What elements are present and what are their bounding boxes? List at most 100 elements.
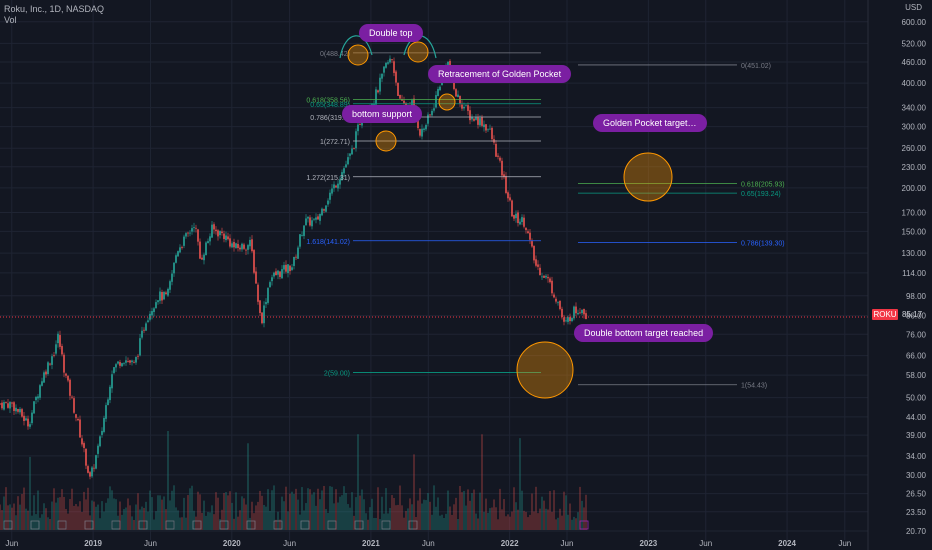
candle-body <box>533 245 535 261</box>
volume-bar <box>223 492 225 530</box>
volume-bar <box>345 492 347 530</box>
candle-body <box>483 124 485 128</box>
symbol-title[interactable]: Roku, Inc., 1D, NASDAQ <box>4 4 105 14</box>
volume-bar <box>577 512 579 530</box>
candle-body <box>121 363 123 367</box>
candle-body <box>5 402 7 404</box>
candle-body <box>377 90 379 93</box>
annotation-bottom-support[interactable]: bottom support <box>342 105 423 123</box>
volume-bar <box>285 486 287 530</box>
candle-body <box>215 229 217 232</box>
volume-bar <box>415 517 417 530</box>
volume-bar <box>441 514 443 530</box>
volume-bar <box>505 516 507 530</box>
volume-bar <box>421 503 423 530</box>
candle-body <box>523 217 525 227</box>
candle-body <box>399 94 401 99</box>
y-tick-label: 34.00 <box>906 452 927 461</box>
volume-bar <box>211 505 213 530</box>
candle-body <box>59 335 61 347</box>
candle-body <box>425 125 427 130</box>
candle-body <box>461 104 463 109</box>
volume-bar <box>227 495 229 530</box>
volume-bar <box>379 519 381 530</box>
volume-bar <box>305 503 307 530</box>
volume-bar <box>239 510 241 530</box>
candle-body <box>421 128 423 137</box>
candle-body <box>419 129 421 136</box>
volume-bar <box>585 494 587 530</box>
last-price-label: 85.17 <box>902 310 923 319</box>
volume-bar <box>473 489 475 530</box>
candle-body <box>107 399 109 406</box>
candle-body <box>423 128 425 130</box>
candle-body <box>89 472 91 477</box>
annotation-golden-pocket-retracement[interactable]: Retracement of Golden Pocket <box>428 65 572 83</box>
candle-body <box>271 277 273 282</box>
annotation-golden-pocket-target[interactable]: Golden Pocket target… <box>593 114 707 132</box>
volume-bar <box>555 519 557 530</box>
volume-bar <box>479 492 481 530</box>
earnings-marker <box>327 520 337 530</box>
volume-bar <box>289 493 291 530</box>
x-axis[interactable]: Jun 2019 Jun 2020 Jun 2021 Jun 2022 Jun 2023 Jun 20… <box>5 539 851 548</box>
candle-body <box>325 205 327 212</box>
fib-label-left: 1.618(141.02) <box>306 239 350 246</box>
x-tick-label: Jun <box>5 539 18 548</box>
volume-bar <box>143 507 145 530</box>
candle-body <box>273 272 275 277</box>
volume-bar <box>563 491 565 530</box>
candle-body <box>391 59 393 61</box>
volume-bar <box>107 498 109 530</box>
volume-bar <box>47 517 49 530</box>
volume-bar <box>259 490 261 530</box>
volume-bar <box>335 489 337 530</box>
candle-body <box>269 282 271 288</box>
candle-body <box>315 217 317 220</box>
annotation-double-top[interactable]: Double top <box>359 24 423 42</box>
y-tick-label: 39.00 <box>906 431 927 440</box>
volume-bar <box>453 504 455 530</box>
volume-bar <box>31 515 33 530</box>
candle-body <box>123 362 125 364</box>
volume-bar <box>521 490 523 530</box>
candle-body <box>307 216 309 219</box>
candle-body <box>395 71 397 83</box>
candle-body <box>159 291 161 301</box>
candle-body <box>1 402 3 409</box>
earnings-marker <box>57 520 67 530</box>
x-tick-label: 2023 <box>639 539 657 548</box>
candle-body <box>427 114 429 124</box>
candle-body <box>265 302 267 305</box>
candle-body <box>17 409 19 412</box>
annotation-double-bottom-target[interactable]: Double bottom target reached <box>574 324 714 342</box>
fib-levels: 0(488.42) 0.618(358.56)0.65(348.89) 0.786(… <box>306 35 785 390</box>
y-tick-label: 340.00 <box>902 104 927 113</box>
y-axis[interactable]: 20.70 23.50 26.50 30.00 34.00 39.00 44.00 50.00… <box>867 0 927 550</box>
volume-bar <box>395 505 397 530</box>
volume-bar <box>261 495 263 530</box>
volume-bar <box>581 500 583 530</box>
candle-body <box>387 62 389 64</box>
earnings-marker <box>30 520 40 530</box>
candle-body <box>173 262 175 274</box>
candle-body <box>439 86 441 91</box>
candle-body <box>105 405 107 419</box>
candle-body <box>555 298 557 302</box>
volume-bar <box>3 496 5 530</box>
volume-bar <box>449 506 451 530</box>
highlight-circle <box>623 152 673 202</box>
candle-body <box>43 372 45 383</box>
candle-body <box>57 333 59 344</box>
volume-bar <box>457 518 459 530</box>
volume-bar <box>91 500 93 530</box>
candle-body <box>537 264 539 267</box>
candle-body <box>185 233 187 237</box>
volume-bar <box>389 507 391 530</box>
candle-body <box>251 239 253 252</box>
volume-bar <box>463 490 465 530</box>
candle-body <box>329 192 331 200</box>
volume-bar <box>467 489 469 530</box>
volume-bar <box>133 519 135 530</box>
